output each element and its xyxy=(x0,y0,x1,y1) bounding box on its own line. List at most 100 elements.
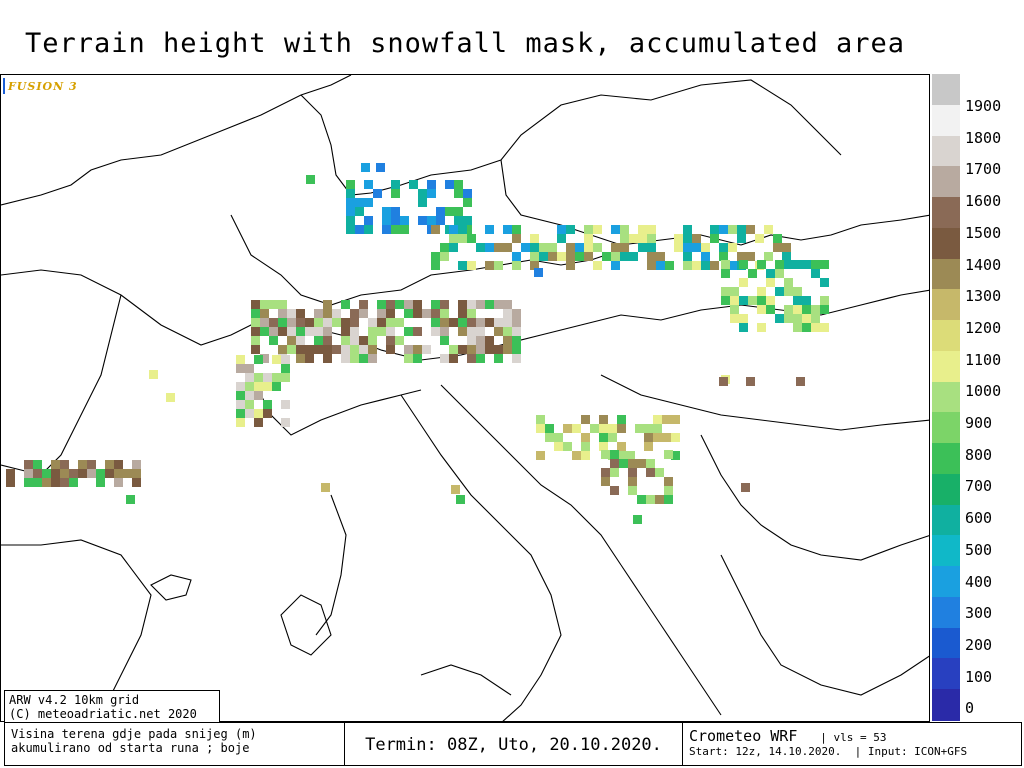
color-scale-label: 800 xyxy=(965,445,993,464)
footer-valid-time: Termin: 08Z, Uto, 20.10.2020. xyxy=(345,723,683,765)
snow-cell xyxy=(382,207,391,216)
color-scale-segment xyxy=(932,258,960,291)
snow-cell xyxy=(413,309,422,318)
snow-cell xyxy=(710,225,719,234)
snow-cell xyxy=(377,309,386,318)
snow-cell xyxy=(346,189,355,198)
snow-cell xyxy=(721,269,730,278)
snow-cell xyxy=(305,318,314,327)
snow-cell xyxy=(422,345,431,354)
snow-cell xyxy=(811,314,820,323)
snow-cell xyxy=(359,345,368,354)
snow-cell xyxy=(512,318,521,327)
snow-cell xyxy=(355,207,364,216)
snow-cell xyxy=(503,336,512,345)
snow-cell xyxy=(599,433,608,442)
color-scale-segment xyxy=(932,689,960,721)
snow-cell xyxy=(449,225,458,234)
snow-cell xyxy=(69,478,78,487)
snow-cell xyxy=(254,418,263,427)
snow-cell xyxy=(494,318,503,327)
snow-cell xyxy=(323,300,332,309)
snow-cell xyxy=(746,252,755,261)
snow-cell xyxy=(458,225,467,234)
snow-cell xyxy=(281,364,290,373)
snow-cell xyxy=(739,296,748,305)
snow-cell xyxy=(445,207,454,216)
snow-cell xyxy=(637,495,646,504)
snow-cell xyxy=(359,300,368,309)
snow-cell xyxy=(431,327,440,336)
snow-cell xyxy=(617,451,626,460)
footer-description: Visina terena gdje pada snijeg (m) akumu… xyxy=(5,723,345,765)
snow-cell xyxy=(368,336,377,345)
snow-cell xyxy=(476,300,485,309)
snow-cell xyxy=(646,468,655,477)
snow-cell xyxy=(377,318,386,327)
snow-cell xyxy=(784,305,793,314)
border-line xyxy=(1,294,122,476)
snow-cell xyxy=(454,207,463,216)
snow-cell xyxy=(251,300,260,309)
color-scale-label: 1500 xyxy=(965,223,1002,242)
snow-cell xyxy=(314,345,323,354)
snow-cell xyxy=(638,243,647,252)
snow-cell xyxy=(746,377,755,386)
snow-cell xyxy=(566,243,575,252)
snow-cell xyxy=(755,234,764,243)
color-scale-label: 1200 xyxy=(965,318,1002,337)
snow-cell xyxy=(721,296,730,305)
snow-cell xyxy=(503,300,512,309)
snow-cell xyxy=(811,323,820,332)
border-line xyxy=(315,494,347,636)
snow-cell xyxy=(278,300,287,309)
snow-cell xyxy=(611,243,620,252)
snow-cell xyxy=(784,314,793,323)
snow-cell xyxy=(440,336,449,345)
snow-cell xyxy=(449,243,458,252)
snow-cell xyxy=(644,433,653,442)
snow-cell xyxy=(653,433,662,442)
color-scale-label: 200 xyxy=(965,635,993,654)
snow-cell xyxy=(431,261,440,270)
snow-cell xyxy=(364,198,373,207)
snow-cell xyxy=(346,207,355,216)
snow-cell xyxy=(355,198,364,207)
snow-cell xyxy=(494,300,503,309)
snow-cell xyxy=(395,318,404,327)
snow-cell xyxy=(254,391,263,400)
snow-cell xyxy=(534,268,543,277)
snow-cell xyxy=(251,309,260,318)
snow-cell xyxy=(737,234,746,243)
snow-cell xyxy=(361,163,370,172)
snow-cell xyxy=(413,354,422,363)
snow-cell xyxy=(628,486,637,495)
snow-cell xyxy=(386,318,395,327)
snow-cell xyxy=(581,433,590,442)
snow-cell xyxy=(287,345,296,354)
snow-cell xyxy=(422,309,431,318)
snow-cell xyxy=(458,300,467,309)
border-line xyxy=(500,79,842,161)
snow-cell xyxy=(260,327,269,336)
snow-cell xyxy=(296,354,305,363)
snow-cell xyxy=(377,300,386,309)
color-scale-label: 900 xyxy=(965,414,993,432)
snow-cell xyxy=(737,252,746,261)
snow-cell xyxy=(494,354,503,363)
snow-cell xyxy=(463,216,472,225)
snow-cell xyxy=(78,460,87,469)
border-line xyxy=(700,434,929,561)
map-view[interactable] xyxy=(0,74,930,722)
snow-cell xyxy=(683,252,692,261)
snow-cell xyxy=(431,300,440,309)
snow-cell xyxy=(793,260,802,269)
snow-cell xyxy=(400,216,409,225)
snow-cell xyxy=(323,336,332,345)
snow-cell xyxy=(467,336,476,345)
color-scale-segment xyxy=(932,289,960,322)
snow-cell xyxy=(96,469,105,478)
snow-cell xyxy=(784,260,793,269)
snow-cell xyxy=(719,252,728,261)
snow-cell xyxy=(494,261,503,270)
